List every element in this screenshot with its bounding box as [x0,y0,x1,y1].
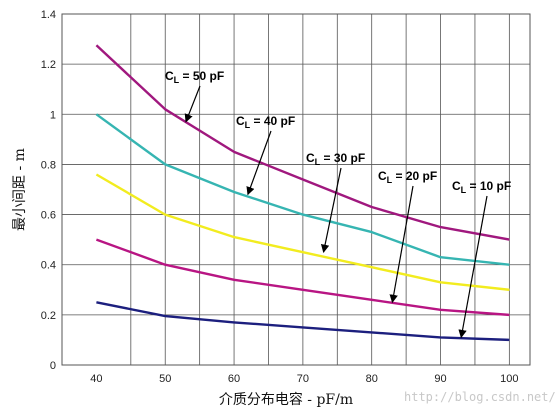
y-axis-title: 最小间距 - m [12,148,28,231]
x-tick-label: 80 [366,373,378,385]
y-tick-label: 1.4 [41,9,56,21]
y-tick-label: 0.2 [41,310,56,322]
x-tick-label: 40 [90,373,102,385]
y-tick-label: 1.2 [41,59,56,71]
series-line-4 [96,301,510,342]
tick-labels: 0 0.2 0.4 0.6 0.8 1 1.2 1.4 40 50 60 70 80 90 100 [41,9,519,385]
series-line-2 [95,173,510,291]
annotation-arrow-0 [184,85,201,123]
grid-lines [62,14,530,365]
y-tick-label: 0 [50,360,56,372]
annotation-arrow-2 [320,167,342,254]
watermark: http://blog.csdn.net/ [404,390,556,404]
series-label-1: CL = 40 pF [236,114,295,130]
y-tick-label: 0.4 [41,260,56,272]
series-lines [95,44,510,342]
series-annotations: CL = 50 pF CL = 40 pF CL = 30 pF CL = 20 pF… [165,69,511,339]
plot-area [61,13,531,366]
series-label-0: CL = 50 pF [165,69,224,85]
x-tick-label: 90 [434,373,446,385]
y-tick-label: 1 [50,109,56,121]
x-tick-label: 50 [159,373,171,385]
series-label-4: CL = 10 pF [452,179,511,195]
x-tick-label: 100 [500,373,518,385]
y-tick-label: 0.8 [41,159,56,171]
series-label-3: CL = 20 pF [378,169,437,185]
series-line-1 [95,113,510,266]
annotation-arrow-4 [458,195,488,339]
x-tick-label: 70 [297,373,309,385]
series-line-3 [95,238,510,317]
x-axis-title: 介质分布电容 - pF/m [219,391,353,408]
annotation-arrow-1 [246,130,272,196]
annotation-arrow-3 [389,185,414,304]
x-tick-label: 60 [228,373,240,385]
series-line-0 [95,44,510,241]
series-label-2: CL = 30 pF [306,151,365,167]
y-tick-label: 0.6 [41,210,56,222]
